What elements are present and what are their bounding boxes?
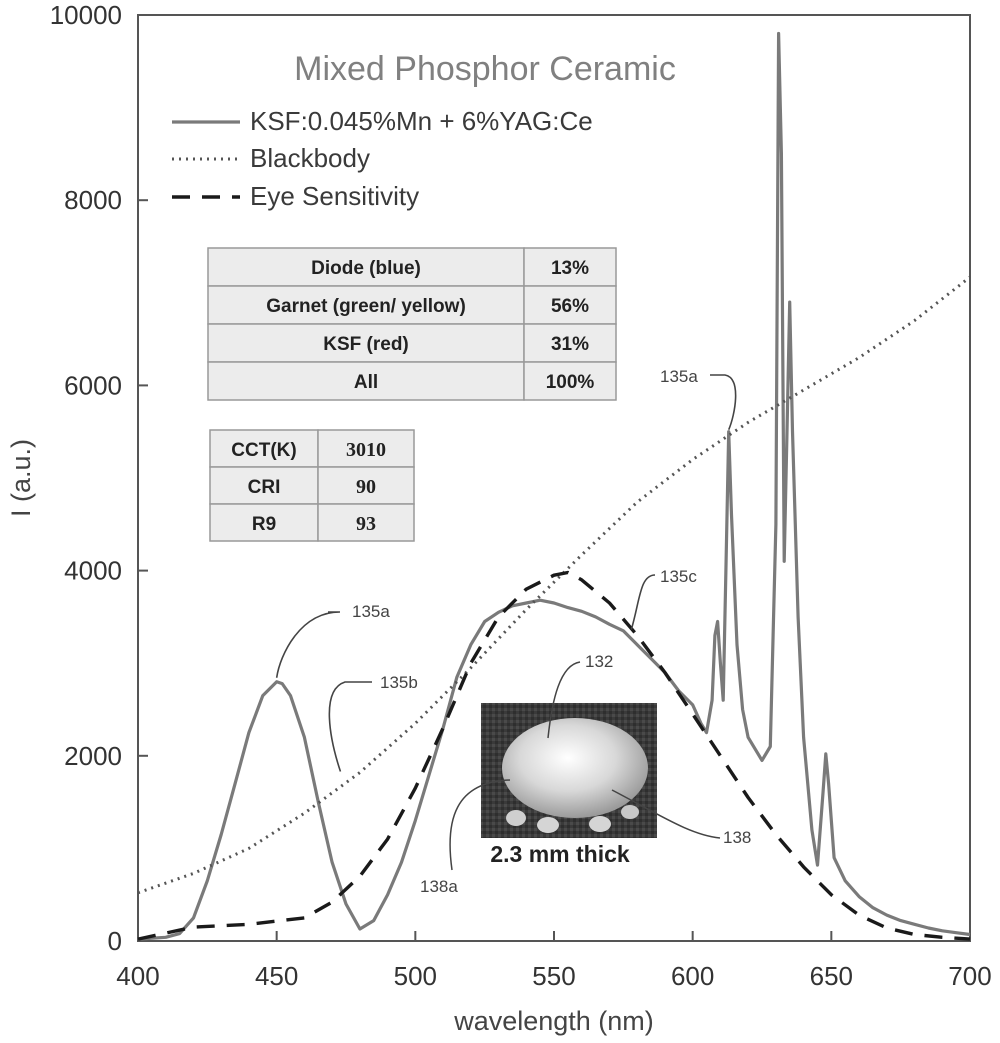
callout-label: 135a [352, 602, 390, 621]
metrics-row-label: CCT(K) [231, 440, 296, 461]
composition-row-value: 31% [551, 334, 589, 355]
y-tick-label: 2000 [64, 741, 122, 771]
ceramic-foot [589, 816, 611, 832]
metrics-table-cell [317, 466, 415, 505]
y-axis-label: I (a.u.) [6, 439, 36, 517]
ceramic-foot [537, 817, 559, 833]
x-tick-label: 450 [255, 961, 298, 991]
ceramic-dome [502, 718, 648, 818]
series-line-dashed [137, 570, 971, 941]
series-layer [137, 31, 971, 941]
metrics-row-label: R9 [252, 514, 276, 535]
callout-line [710, 374, 737, 431]
y-tick-label: 0 [108, 926, 122, 956]
callout-line [611, 789, 721, 839]
metrics-row-label: CRI [248, 477, 281, 498]
callout-line [328, 681, 372, 772]
callout-label: 135b [380, 673, 418, 692]
composition-table-cell [207, 247, 525, 287]
composition-table-cell [523, 247, 617, 287]
callout-label: 135c [660, 567, 697, 586]
callout-label: 135a [660, 367, 698, 386]
composition-row-label: All [354, 372, 378, 393]
legend-label: Eye Sensitivity [250, 181, 419, 211]
composition-table-cell [207, 285, 525, 325]
x-tick-label: 550 [532, 961, 575, 991]
ticks: 400 450 500 550 600 650 700 0 2000 4000 6000 8000 10… [6, 0, 992, 1036]
overlay-layer: Mixed Phosphor Ceramic KSF:0.045%Mn + 6%Y… [172, 50, 751, 896]
x-tick-label: 650 [810, 961, 853, 991]
x-tick-label: 600 [671, 961, 714, 991]
composition-table-cell [523, 285, 617, 325]
metrics-table-cell [209, 503, 319, 542]
metrics-row-value: 90 [356, 476, 376, 498]
callout-line [547, 661, 581, 739]
legend-label: Blackbody [250, 143, 370, 173]
composition-row-label: Diode (blue) [311, 258, 421, 279]
callout-line [630, 574, 656, 630]
composition-row-label: KSF (red) [323, 334, 409, 355]
composition-row-value: 100% [546, 372, 595, 393]
metrics-table-cell [317, 503, 415, 542]
composition-table-cell [523, 361, 617, 401]
metrics-row-value: 3010 [346, 439, 386, 461]
y-tick-label: 6000 [64, 370, 122, 400]
y-tick-label: 10000 [50, 0, 122, 30]
composition-table-cell [207, 323, 525, 363]
inset-callout-132: 132 [585, 652, 613, 671]
metrics-row-value: 93 [356, 513, 376, 535]
chart-title: Mixed Phosphor Ceramic [294, 50, 676, 88]
callout-line [275, 611, 341, 678]
ceramic-foot [621, 805, 639, 819]
inset-callout-138a: 138a [420, 877, 458, 896]
x-tick-label: 400 [116, 961, 159, 991]
legend-label: KSF:0.045%Mn + 6%YAG:Ce [250, 106, 593, 136]
x-tick-label: 700 [948, 961, 991, 991]
y-tick-label: 4000 [64, 556, 122, 586]
x-axis-label: wavelength (nm) [453, 1006, 654, 1036]
callout-line [449, 779, 511, 871]
ceramic-foot [506, 810, 526, 826]
series-line-dotted [137, 275, 971, 895]
inset-caption: 2.3 mm thick [490, 841, 630, 867]
x-tick-label: 500 [394, 961, 437, 991]
inset-image [481, 703, 657, 838]
composition-row-value: 13% [551, 258, 589, 279]
series-line-solid [137, 31, 971, 941]
y-tick-label: 8000 [64, 185, 122, 215]
composition-row-value: 56% [551, 296, 589, 317]
composition-table-cell [523, 323, 617, 363]
inset-callout-138: 138 [723, 828, 751, 847]
composition-table-cell [207, 361, 525, 401]
composition-row-label: Garnet (green/ yellow) [266, 296, 466, 317]
